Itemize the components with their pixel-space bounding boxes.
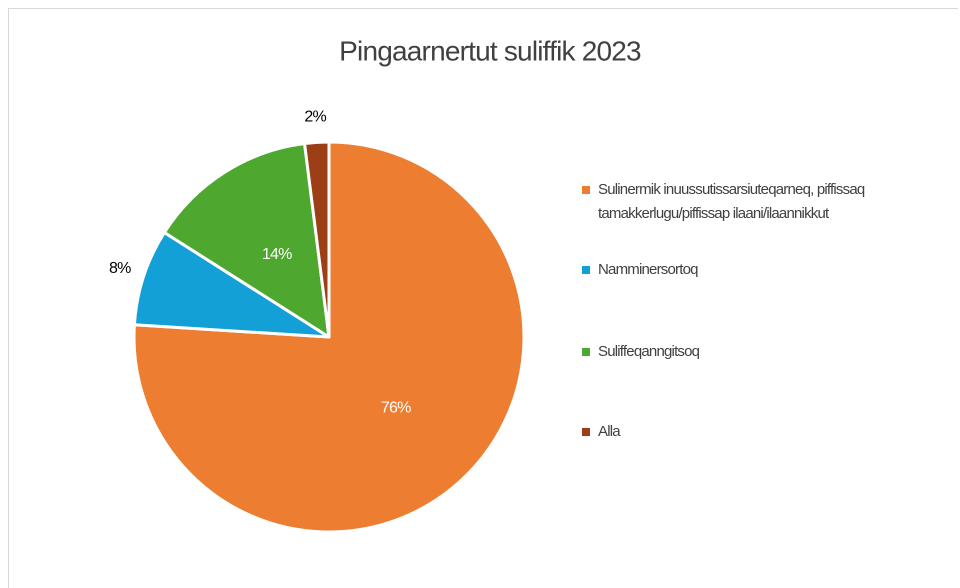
legend-label: Sulinermik inuussutissarsiuteqarneq, pif…: [598, 181, 865, 222]
legend-swatch: [582, 266, 590, 274]
data-label: 2%: [304, 109, 326, 126]
legend-swatch: [582, 186, 590, 194]
legend-item: Namminersortoq: [576, 258, 698, 282]
data-label: 14%: [262, 246, 292, 263]
legend-item: Sulinermik inuussutissarsiuteqarneq, pif…: [576, 178, 936, 226]
legend-label: Namminersortoq: [598, 261, 698, 278]
chart-title: Pingaarnertut suliffik 2023: [339, 35, 641, 66]
pie-slice: [132, 231, 331, 339]
legend-item: Suliffeqanngitsoq: [576, 340, 700, 364]
legend-label: Suliffeqanngitsoq: [598, 343, 700, 360]
legend-swatch: [582, 428, 590, 436]
legend-item: Alla: [576, 420, 621, 444]
chart-frame: [8, 8, 958, 588]
pie-slice: [162, 142, 331, 339]
legend-label: Alla: [598, 423, 621, 440]
pie-slice: [132, 140, 526, 534]
data-label: 8%: [109, 260, 131, 277]
data-label: 76%: [381, 399, 411, 416]
legend-swatch: [582, 348, 590, 356]
pie-slice: [303, 140, 331, 339]
